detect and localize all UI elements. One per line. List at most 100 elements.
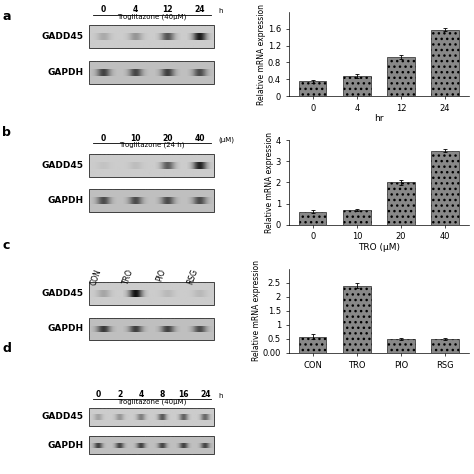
Point	[172, 448, 179, 456]
Point	[164, 65, 172, 73]
Point	[168, 405, 176, 413]
Point	[190, 157, 198, 165]
Point	[93, 300, 100, 307]
Point	[168, 444, 175, 451]
Point	[133, 330, 141, 337]
Point	[139, 336, 147, 344]
Point	[132, 301, 139, 309]
Point	[134, 161, 142, 168]
Point	[186, 154, 193, 162]
Point	[173, 413, 181, 420]
Point	[179, 62, 187, 69]
Point	[187, 337, 195, 344]
Point	[147, 195, 155, 203]
Point	[190, 413, 198, 421]
Point	[89, 188, 97, 196]
Point	[137, 408, 145, 416]
Point	[201, 168, 209, 175]
Point	[180, 59, 187, 66]
Point	[86, 407, 93, 415]
Point	[173, 29, 180, 37]
Point	[149, 65, 156, 73]
Point	[121, 335, 128, 342]
Point	[181, 168, 189, 175]
Point	[145, 327, 152, 335]
Point	[99, 292, 106, 300]
Point	[127, 448, 134, 456]
Point	[121, 158, 129, 165]
Point	[135, 189, 142, 197]
Point	[92, 420, 100, 428]
Point	[192, 168, 200, 175]
Point	[133, 201, 141, 209]
Point	[127, 205, 134, 212]
Point	[105, 422, 112, 430]
Point	[134, 328, 142, 335]
Point	[102, 22, 109, 30]
Point	[123, 405, 131, 412]
Point	[139, 294, 147, 302]
Point	[133, 65, 140, 73]
Point	[86, 207, 93, 215]
Point	[153, 297, 160, 305]
Point	[132, 318, 139, 326]
Point	[141, 66, 149, 73]
Point	[166, 320, 173, 328]
Point	[178, 198, 186, 206]
Point	[156, 153, 164, 160]
Point	[179, 165, 186, 173]
Point	[207, 154, 214, 161]
Point	[151, 68, 159, 76]
Point	[165, 44, 173, 51]
Point	[131, 290, 139, 298]
Point	[179, 76, 186, 83]
Point	[102, 23, 110, 31]
Point	[189, 333, 197, 340]
Point	[169, 290, 177, 297]
Point	[133, 317, 140, 325]
Point	[200, 414, 208, 422]
Point	[209, 319, 217, 327]
Point	[116, 330, 124, 337]
Point	[201, 186, 209, 194]
Point	[186, 33, 194, 40]
Point	[134, 435, 141, 442]
Point	[175, 437, 182, 445]
Point	[90, 405, 98, 413]
Point	[155, 33, 163, 40]
Point	[152, 323, 159, 331]
Point	[103, 418, 110, 425]
Point	[126, 447, 133, 455]
Point	[133, 193, 141, 201]
Point	[137, 284, 145, 292]
Point	[201, 417, 209, 425]
Point	[165, 36, 173, 43]
Point	[144, 435, 151, 442]
Point	[85, 207, 93, 215]
Point	[119, 330, 127, 338]
Point	[206, 291, 213, 298]
Point	[200, 76, 208, 83]
Point	[176, 440, 183, 448]
Point	[126, 334, 133, 342]
Point	[195, 78, 202, 85]
Point	[127, 66, 135, 74]
Point	[135, 71, 142, 78]
Point	[151, 325, 159, 333]
Point	[210, 192, 218, 200]
Point	[192, 165, 200, 173]
Point	[131, 192, 139, 200]
Point	[92, 170, 100, 177]
Point	[126, 74, 133, 82]
Point	[186, 198, 193, 206]
Point	[141, 329, 149, 337]
Point	[107, 159, 115, 166]
Point	[189, 70, 197, 77]
Point	[192, 39, 200, 47]
Point	[151, 197, 159, 204]
Point	[194, 197, 202, 204]
Point	[127, 196, 135, 203]
Point	[109, 204, 116, 211]
Point	[179, 207, 186, 215]
Point	[139, 70, 147, 78]
